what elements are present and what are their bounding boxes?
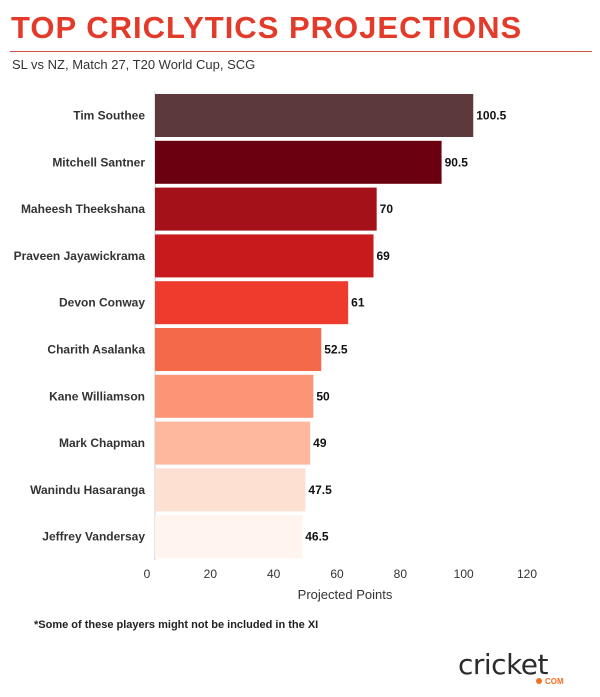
data-label: 47.5 [308,483,332,497]
category-label: Devon Conway [59,296,145,310]
data-label: 61 [351,296,365,310]
title-divider [10,51,592,52]
data-label: 100.5 [476,109,506,123]
bar [155,140,442,184]
x-tick-label: 100 [454,567,474,581]
bar [155,94,474,137]
category-label: Charith Asalanka [47,343,145,357]
data-label: 50 [316,389,330,403]
logo-wordmark: cricket [458,648,549,681]
data-label: 70 [380,202,394,216]
data-label: 49 [313,436,327,450]
category-label: Mitchell Santner [52,155,145,169]
data-label: 46.5 [305,530,329,544]
bar [155,234,374,278]
bar [155,421,311,465]
data-label: 90.5 [445,155,469,169]
data-label: 69 [377,249,391,263]
cricket-com-logo: cricket COM [458,648,576,688]
bar [155,374,314,418]
chart-title: TOP CRICLYTICS PROJECTIONS [11,10,523,45]
bar [155,328,322,371]
data-label: 52.5 [324,343,348,357]
bar [155,281,349,325]
x-tick-label: 40 [267,567,281,581]
logo-dot [536,678,542,684]
category-label: Kane Williamson [49,389,145,403]
category-label: Jeffrey Vandersay [42,530,145,544]
x-tick-label: 120 [517,567,537,581]
bar [155,187,377,231]
chart-subtitle: SL vs NZ, Match 27, T20 World Cup, SCG [12,57,256,72]
bar [155,515,303,559]
x-tick-label: 60 [330,567,344,581]
category-label: Mark Chapman [59,436,145,450]
bar [155,468,306,512]
x-tick-label: 20 [204,567,218,581]
category-label: Praveen Jayawickrama [14,249,146,263]
category-label: Tim Southee [73,109,145,123]
bar-chart: Tim Southee 100.5 Mitchell Santner 90.5 Mahe… [14,92,537,602]
x-axis-label: Projected Points [298,587,393,602]
category-label: Wanindu Hasaranga [30,483,145,497]
footnote: *Some of these players might not be incl… [34,619,319,631]
logo-suffix: COM [545,677,564,686]
category-label: Maheesh Theekshana [21,202,145,216]
x-tick-label: 0 [144,567,151,581]
x-tick-label: 80 [394,567,408,581]
